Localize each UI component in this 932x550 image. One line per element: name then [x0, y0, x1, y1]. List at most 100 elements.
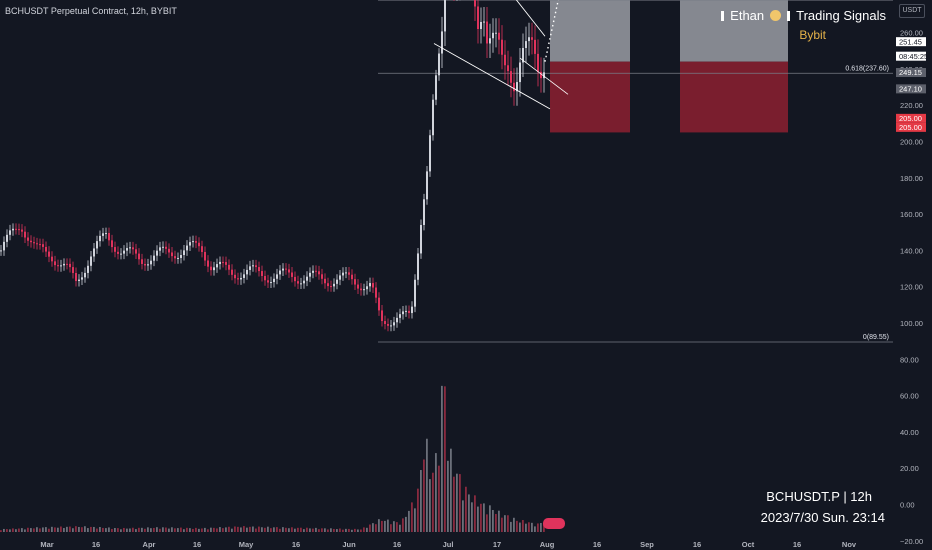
- volume-bar: [144, 528, 146, 532]
- volume-bar: [39, 528, 41, 532]
- volume-bar: [387, 519, 389, 532]
- candle: [372, 283, 374, 288]
- volume-bar: [201, 528, 203, 532]
- volume-bar: [150, 528, 152, 532]
- candle: [180, 255, 182, 258]
- candle: [516, 82, 518, 92]
- candle: [486, 21, 488, 44]
- candle: [45, 246, 47, 252]
- candle: [75, 273, 77, 282]
- volume-bar: [354, 528, 356, 532]
- candle: [123, 250, 125, 254]
- volume-bar: [24, 529, 26, 532]
- x-tick-label: Oct: [742, 540, 755, 549]
- volume-bar: [480, 503, 482, 532]
- volume-bar: [129, 528, 131, 532]
- volume-bar: [396, 522, 398, 532]
- volume-bar: [96, 528, 98, 532]
- candle: [303, 280, 305, 284]
- price-badge-label: 247.10: [899, 85, 922, 94]
- candle: [333, 283, 335, 287]
- volume-bar: [348, 528, 350, 532]
- volume-bar: [222, 528, 224, 532]
- price-badge-label: 249.15: [899, 68, 922, 77]
- volume-bar: [135, 529, 137, 532]
- candle: [312, 270, 314, 273]
- y-tick-label: 100.00: [900, 319, 923, 328]
- volume-bar: [183, 529, 185, 532]
- candle: [21, 229, 23, 232]
- candle: [18, 229, 20, 231]
- y-tick-label: 20.00: [900, 464, 919, 473]
- volume-bar: [54, 527, 56, 532]
- candle: [3, 241, 5, 251]
- x-tick-label: Jun: [342, 540, 356, 549]
- candle: [477, 6, 479, 29]
- volume-bar: [159, 528, 161, 532]
- volume-bar: [138, 527, 140, 532]
- candle: [174, 256, 176, 259]
- volume-bar: [132, 527, 134, 532]
- volume-bar: [333, 528, 335, 532]
- volume-bar: [141, 527, 143, 532]
- candle: [141, 259, 143, 264]
- x-tick-label: Jul: [443, 540, 454, 549]
- candle: [78, 279, 80, 282]
- volume-bar: [147, 527, 149, 532]
- volume-bar: [369, 524, 371, 532]
- candle: [393, 322, 395, 326]
- candle: [225, 262, 227, 265]
- wedge-upper-line: [515, 0, 546, 37]
- volume-bar: [537, 523, 539, 532]
- brand-bar-icon: [787, 10, 791, 21]
- volume-bar: [504, 515, 506, 532]
- y-tick-label: 200.00: [900, 138, 923, 147]
- volume-bar: [12, 528, 14, 532]
- candle: [438, 53, 440, 76]
- price-badge-label: 08:45:25: [899, 52, 928, 61]
- volume-bar: [468, 494, 470, 532]
- volume-bar: [486, 514, 488, 532]
- candle: [519, 62, 521, 83]
- volume-bar: [447, 460, 449, 532]
- volume-bar: [330, 528, 332, 532]
- volume-bar: [315, 527, 317, 532]
- volume-bar: [357, 529, 359, 532]
- volume-bar: [177, 528, 179, 532]
- candle: [390, 325, 392, 327]
- candle: [510, 71, 512, 83]
- volume-bar: [540, 523, 542, 532]
- y-tick-label: 60.00: [900, 392, 919, 401]
- candle: [318, 271, 320, 275]
- volume-bar: [189, 528, 191, 532]
- x-tick-label: Sep: [640, 540, 654, 549]
- volume-bar: [483, 503, 485, 532]
- volume-bar: [429, 479, 431, 532]
- volume-bar: [519, 522, 521, 532]
- candle: [330, 286, 332, 288]
- candle: [297, 281, 299, 284]
- coin-icon: [770, 10, 782, 21]
- axis-unit-button[interactable]: USDT: [899, 4, 925, 18]
- volume-bar: [45, 527, 47, 532]
- volume-bar: [174, 528, 176, 532]
- candle: [207, 260, 209, 267]
- volume-bar: [432, 472, 434, 532]
- candle: [60, 265, 62, 267]
- y-tick-label: 180.00: [900, 174, 923, 183]
- volume-bar: [225, 527, 227, 532]
- volume-bar: [276, 527, 278, 532]
- candle: [138, 253, 140, 260]
- volume-bar: [528, 522, 530, 532]
- candle: [240, 277, 242, 280]
- candle: [159, 247, 161, 251]
- candle: [267, 280, 269, 283]
- candle: [264, 276, 266, 281]
- candle: [348, 272, 350, 275]
- volume-bar: [300, 527, 302, 532]
- volume-bar: [453, 476, 455, 532]
- candle: [153, 255, 155, 261]
- y-tick-label: 80.00: [900, 355, 919, 364]
- volume-bar: [318, 529, 320, 532]
